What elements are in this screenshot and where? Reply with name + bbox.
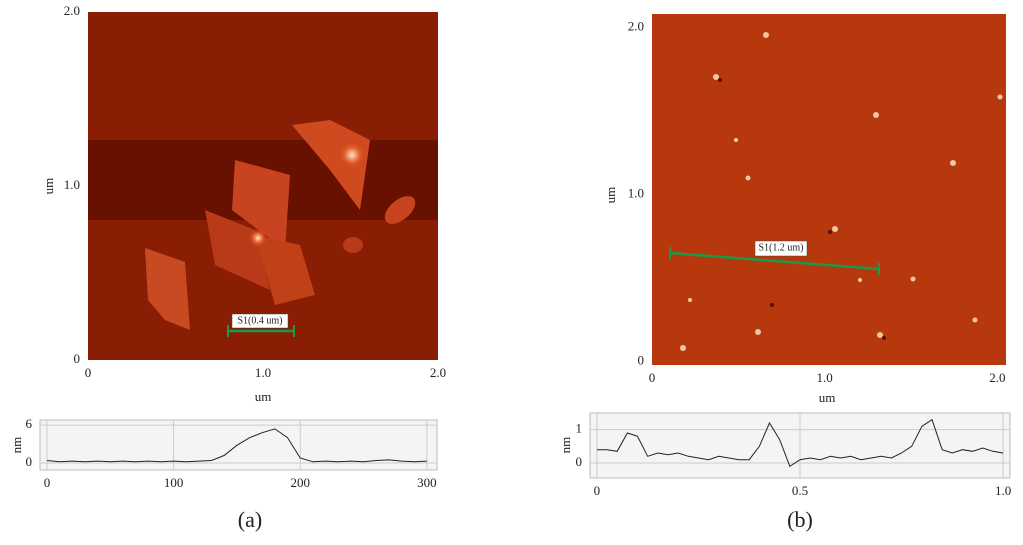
y-tick-label: 6	[26, 416, 33, 431]
x-tick-label: 2.0	[430, 365, 446, 380]
panel-label: (a)	[238, 507, 262, 532]
x-tick-label: 0	[85, 365, 92, 380]
y-axis-label: nm	[9, 437, 24, 454]
y-tick-label: 2.0	[628, 18, 644, 33]
y-tick-label: 0	[26, 454, 33, 469]
y-tick-label: 1.0	[628, 185, 644, 200]
y-axis-label: um	[41, 178, 56, 195]
x-tick-label: 0.5	[792, 483, 808, 498]
x-tick-label: 200	[290, 475, 310, 490]
y-tick-label: 0	[576, 454, 583, 469]
x-tick-label: 1.0	[995, 483, 1011, 498]
profile-line	[596, 418, 1004, 468]
y-tick-label: 1.0	[64, 177, 80, 192]
panel-label: (b)	[787, 507, 813, 532]
plot-area	[39, 419, 438, 471]
y-tick-label: 2.0	[64, 3, 80, 18]
y-tick-label: 0	[74, 351, 81, 366]
annotation: S1(1.2 um)	[759, 242, 804, 253]
x-tick-label: 1.0	[817, 370, 833, 385]
annotation: S1(0.4 um)	[238, 315, 283, 326]
x-tick-label: 1.0	[255, 365, 271, 380]
x-tick-label: 2.0	[989, 370, 1005, 385]
afm-image-b	[652, 14, 1006, 365]
y-tick-label: 1	[576, 421, 583, 436]
y-tick-label: 0	[638, 353, 645, 368]
y-axis-label: um	[603, 187, 618, 204]
y-axis-label: nm	[558, 437, 573, 454]
x-tick-label: 0	[594, 483, 601, 498]
x-tick-label: 100	[164, 475, 184, 490]
x-axis-label: um	[255, 389, 272, 404]
x-tick-label: 0	[44, 475, 51, 490]
profile-line	[46, 428, 427, 463]
x-tick-label: 300	[417, 475, 437, 490]
x-tick-label: 0	[649, 370, 656, 385]
x-axis-label: um	[819, 390, 836, 405]
afm-image-a	[88, 12, 438, 360]
